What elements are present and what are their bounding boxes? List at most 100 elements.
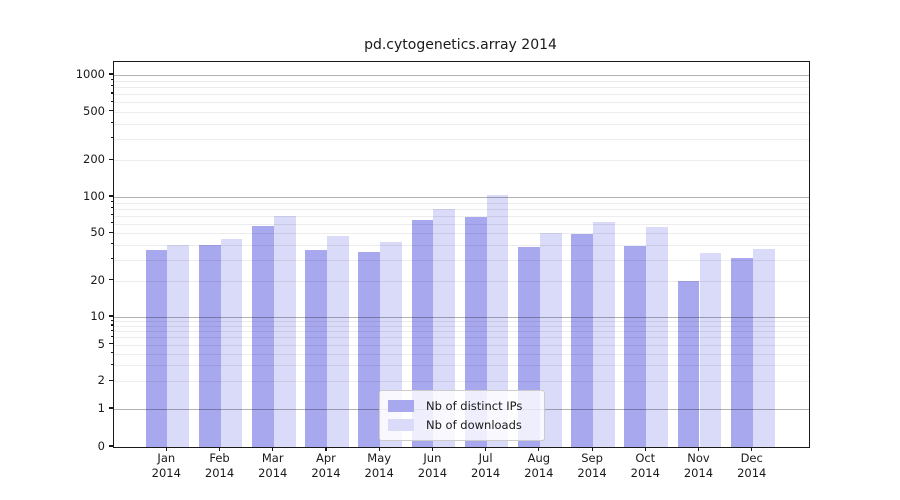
y-tick-mark — [109, 343, 113, 345]
y-tick-mark — [109, 231, 113, 233]
bar-downloads-dec — [752, 248, 775, 447]
minor-gridline — [114, 233, 809, 235]
y-tick-label: 100 — [83, 189, 105, 203]
y-tick-label: 5 — [97, 336, 105, 351]
bar-distinct-ips-jan — [145, 250, 168, 447]
minor-gridline — [114, 215, 809, 217]
bar-distinct-ips-nov — [677, 280, 700, 447]
minor-gridline — [114, 321, 809, 323]
minor-gridline — [114, 111, 809, 113]
y-minor-tick-mark — [110, 319, 113, 321]
y-tick-mark — [109, 158, 113, 160]
legend-label: Nb of distinct IPs — [426, 399, 523, 413]
bar-distinct-ips-jul — [464, 217, 487, 447]
x-tick-mark — [165, 447, 167, 451]
x-tick-label-feb: Feb 2014 — [193, 451, 247, 481]
minor-gridline — [114, 280, 809, 282]
bar-distinct-ips-mar — [251, 226, 274, 447]
x-tick-month: Jun — [423, 451, 442, 465]
y-minor-tick-mark — [110, 324, 113, 326]
x-tick-mark — [325, 447, 327, 451]
x-tick-label-mar: Mar 2014 — [246, 451, 300, 481]
major-gridline — [114, 317, 809, 318]
x-tick-month: Apr — [316, 451, 336, 465]
bar-downloads-jun — [433, 209, 456, 447]
y-minor-tick-mark — [110, 85, 113, 87]
y-tick-label: 10 — [90, 309, 105, 323]
x-tick-month: Feb — [209, 451, 230, 465]
minor-gridline — [114, 365, 809, 367]
bar-distinct-ips-oct — [624, 246, 647, 447]
x-tick-month: Aug — [527, 451, 551, 465]
plot-area — [113, 61, 810, 448]
x-tick-mark — [697, 447, 700, 451]
y-tick-label: 20 — [90, 272, 105, 287]
y-minor-tick-mark — [110, 258, 113, 260]
x-tick-year: 2014 — [204, 466, 235, 480]
minor-gridline — [114, 102, 809, 104]
x-tick-month: Oct — [635, 451, 656, 465]
y-tick-label: 1000 — [75, 67, 105, 81]
major-gridline — [114, 75, 809, 76]
y-minor-tick-mark — [110, 214, 113, 216]
minor-gridline — [114, 86, 809, 88]
y-tick-mark — [109, 407, 113, 409]
chart-title: pd.cytogenetics.array 2014 — [364, 37, 557, 53]
y-minor-tick-mark — [110, 79, 113, 81]
x-tick-label-nov: Nov 2014 — [672, 451, 726, 481]
minor-gridline — [114, 244, 809, 246]
x-tick-mark — [431, 447, 433, 451]
y-minor-tick-mark — [110, 243, 113, 245]
y-tick-label: 1 — [97, 401, 105, 415]
bar-downloads-aug — [539, 233, 562, 447]
y-minor-tick-mark — [110, 92, 113, 94]
x-tick-month: Sep — [581, 451, 603, 465]
x-tick-mark — [378, 447, 380, 451]
minor-gridline — [114, 223, 809, 225]
x-tick-label-dec: Dec 2014 — [725, 451, 779, 481]
y-tick-mark — [109, 195, 113, 197]
minor-gridline — [114, 160, 809, 162]
minor-gridline — [114, 80, 809, 82]
y-tick-label: 0 — [97, 439, 105, 453]
bar-downloads-jul — [486, 195, 509, 447]
minor-gridline — [114, 259, 809, 261]
bar-distinct-ips-sep — [571, 234, 594, 447]
x-tick-month: Jul — [478, 451, 493, 465]
y-tick-label: 200 — [83, 152, 105, 167]
x-tick-label-aug: Aug 2014 — [512, 451, 566, 481]
y-minor-tick-mark — [110, 222, 113, 224]
legend-label: Nb of downloads — [426, 418, 522, 432]
x-tick-year: 2014 — [470, 466, 501, 480]
y-tick-mark — [109, 315, 113, 317]
x-tick-year: 2014 — [737, 466, 767, 480]
x-tick-mark — [485, 447, 487, 451]
x-tick-label-sep: Sep 2014 — [565, 451, 619, 481]
x-tick-label-may: May 2014 — [352, 451, 406, 481]
bar-distinct-ips-feb — [198, 244, 221, 447]
minor-gridline — [114, 331, 809, 333]
major-gridline — [114, 197, 809, 198]
y-minor-tick-mark — [110, 335, 113, 338]
legend-item-distinct-ips: Nb of distinct IPs — [388, 397, 536, 415]
x-tick-label-jul: Jul 2014 — [459, 451, 513, 481]
minor-gridline — [114, 325, 809, 327]
minor-gridline — [114, 208, 809, 210]
x-tick-year: 2014 — [151, 466, 181, 480]
x-tick-year: 2014 — [364, 466, 394, 480]
bar-downloads-feb — [220, 238, 243, 447]
bar-downloads-apr — [326, 236, 349, 447]
bar-downloads-mar — [273, 215, 296, 447]
x-tick-label-jun: Jun 2014 — [405, 451, 459, 481]
y-tick-label: 50 — [90, 225, 105, 240]
minor-gridline — [114, 344, 809, 346]
x-tick-month: Jan — [157, 451, 176, 465]
y-minor-tick-mark — [110, 201, 113, 203]
x-tick-mark — [218, 447, 221, 451]
x-tick-mark — [538, 447, 540, 451]
bar-distinct-ips-dec — [730, 258, 753, 447]
x-tick-mark — [591, 447, 593, 451]
x-tick-year: 2014 — [524, 466, 554, 480]
x-tick-label-apr: Apr 2014 — [299, 451, 353, 481]
